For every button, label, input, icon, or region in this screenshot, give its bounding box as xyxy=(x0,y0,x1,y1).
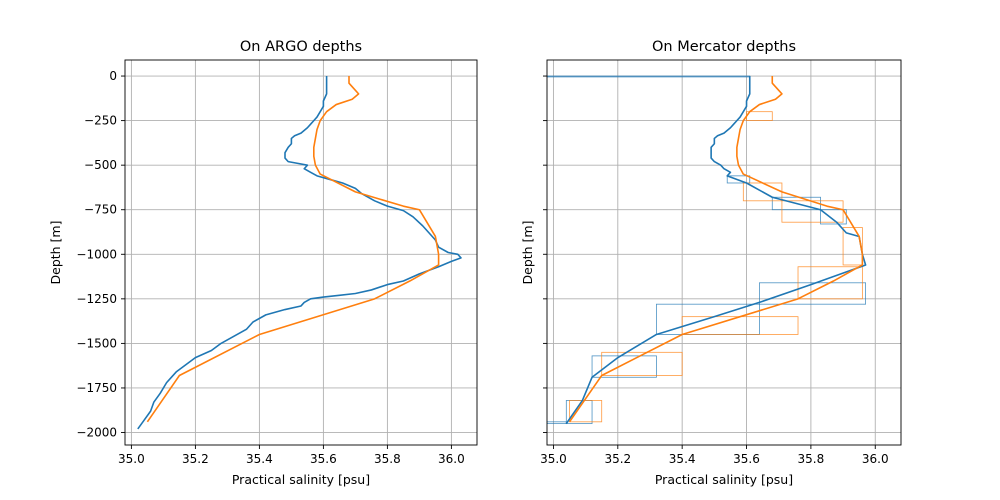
x-axis-label: Practical salinity [psu] xyxy=(232,472,370,487)
y-axis-label: Depth [m] xyxy=(48,221,63,285)
x-tick-label: 35.8 xyxy=(798,452,825,466)
depth-cell-box xyxy=(781,200,844,223)
x-tick-label: 35.8 xyxy=(374,452,401,466)
axes-frame xyxy=(124,59,478,446)
y-tick-label: −1500 xyxy=(76,336,117,350)
x-tick-label: 35.6 xyxy=(733,452,760,466)
x-axis-label: Practical salinity [psu] xyxy=(655,472,793,487)
depth-cell-box xyxy=(797,266,863,300)
y-tick-label: −1000 xyxy=(76,247,117,261)
x-tick-label: 35.2 xyxy=(604,452,631,466)
x-tick-label: 35.6 xyxy=(310,452,337,466)
plot-area xyxy=(547,75,867,425)
depth-cell-box xyxy=(726,175,751,184)
chart-panel-mercator: 35.0 35.2 35.4 35.6 35.8 36.0 On Mercator dept… xyxy=(520,39,902,487)
y-tick-label: −2000 xyxy=(76,426,117,440)
depth-cell-box xyxy=(547,421,567,425)
chart-title: On Mercator depths xyxy=(652,39,796,55)
chart-panel-argo: 35.0 35.2 35.4 35.6 35.8 36.0 0 −250 −500 −750 −10… xyxy=(48,39,478,487)
salinity-profile-line-0 xyxy=(137,76,462,430)
axes-frame xyxy=(546,59,902,446)
salinity-profile-line-1 xyxy=(568,76,864,423)
x-tick-label: 35.4 xyxy=(246,452,273,466)
y-tick-label: 0 xyxy=(109,69,117,83)
plot-area xyxy=(137,76,462,430)
depth-cell-box xyxy=(601,351,683,376)
y-tick-label: −250 xyxy=(84,114,117,128)
salinity-profile-line-0 xyxy=(565,76,867,425)
y-tick-label: −1250 xyxy=(76,292,117,306)
x-tick-label: 35.0 xyxy=(118,452,145,466)
depth-cell-box xyxy=(746,111,773,122)
depth-cell-box xyxy=(842,227,863,266)
x-tick-label: 36.0 xyxy=(862,452,889,466)
y-tick-label: −500 xyxy=(84,158,117,172)
x-tick-label: 35.2 xyxy=(182,452,209,466)
y-tick-label: −750 xyxy=(84,203,117,217)
depth-cell-box xyxy=(681,316,799,335)
depth-cell-box xyxy=(569,400,603,423)
y-axis-label: Depth [m] xyxy=(520,221,535,285)
x-tick-label: 35.4 xyxy=(669,452,696,466)
y-tick-label: −1750 xyxy=(76,381,117,395)
x-tick-label: 35.0 xyxy=(540,452,567,466)
depth-cell-box xyxy=(759,282,867,305)
salinity-profile-line-1 xyxy=(146,76,440,423)
chart-title: On ARGO depths xyxy=(240,39,362,55)
depth-cell-box xyxy=(820,209,847,225)
depth-cell-box xyxy=(591,355,657,378)
x-tick-label: 36.0 xyxy=(438,452,465,466)
